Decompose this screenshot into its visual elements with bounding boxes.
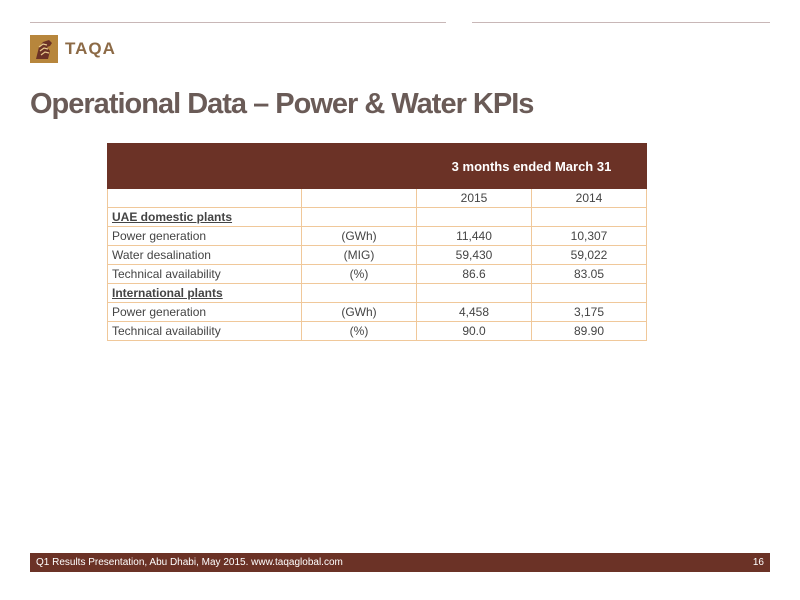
footer-bar: Q1 Results Presentation, Abu Dhabi, May …: [30, 553, 770, 572]
table-cell: [416, 207, 532, 227]
value-2015: 90.0: [416, 321, 532, 341]
table-cell: [531, 207, 647, 227]
section-row: International plants: [107, 283, 647, 303]
row-label: Technical availability: [107, 264, 302, 284]
row-unit: (%): [301, 321, 417, 341]
row-label: Power generation: [107, 302, 302, 322]
table-row: Power generation (GWh) 4,458 3,175: [107, 302, 647, 322]
period-header: 3 months ended March 31: [416, 143, 647, 189]
section-heading-uae: UAE domestic plants: [107, 207, 302, 227]
section-row: UAE domestic plants: [107, 207, 647, 227]
table-cell: [301, 188, 417, 208]
row-unit: (GWh): [301, 226, 417, 246]
table-row: Water desalination (MIG) 59,430 59,022: [107, 245, 647, 265]
table-cell: [531, 283, 647, 303]
taqa-horse-logo-icon: [30, 35, 58, 63]
value-2014: 3,175: [531, 302, 647, 322]
brand-logo: TAQA: [30, 35, 116, 63]
row-label: Water desalination: [107, 245, 302, 265]
row-label: Technical availability: [107, 321, 302, 341]
footer-text: Q1 Results Presentation, Abu Dhabi, May …: [36, 557, 343, 568]
kpi-table: 3 months ended March 31 2015 2014 UAE do…: [107, 143, 647, 341]
value-2015: 4,458: [416, 302, 532, 322]
value-2014: 89.90: [531, 321, 647, 341]
value-2014: 59,022: [531, 245, 647, 265]
row-label: Power generation: [107, 226, 302, 246]
value-2015: 86.6: [416, 264, 532, 284]
value-2014: 10,307: [531, 226, 647, 246]
table-row: Technical availability (%) 86.6 83.05: [107, 264, 647, 284]
value-2015: 59,430: [416, 245, 532, 265]
year-header-2015: 2015: [416, 188, 532, 208]
years-row: 2015 2014: [107, 188, 647, 208]
header-blank-cell: [107, 143, 417, 189]
section-heading-international: International plants: [107, 283, 302, 303]
page-title: Operational Data – Power & Water KPIs: [30, 88, 534, 120]
row-unit: (MIG): [301, 245, 417, 265]
top-divider-left: [30, 22, 446, 23]
table-row: Power generation (GWh) 11,440 10,307: [107, 226, 647, 246]
value-2014: 83.05: [531, 264, 647, 284]
table-cell: [301, 207, 417, 227]
brand-name: TAQA: [65, 39, 116, 58]
value-2015: 11,440: [416, 226, 532, 246]
row-unit: (%): [301, 264, 417, 284]
row-unit: (GWh): [301, 302, 417, 322]
table-header-row: 3 months ended March 31: [107, 143, 647, 189]
top-divider-right: [472, 22, 770, 23]
year-header-2014: 2014: [531, 188, 647, 208]
table-cell: [107, 188, 302, 208]
table-row: Technical availability (%) 90.0 89.90: [107, 321, 647, 341]
table-cell: [416, 283, 532, 303]
table-cell: [301, 283, 417, 303]
page-number: 16: [752, 557, 764, 568]
